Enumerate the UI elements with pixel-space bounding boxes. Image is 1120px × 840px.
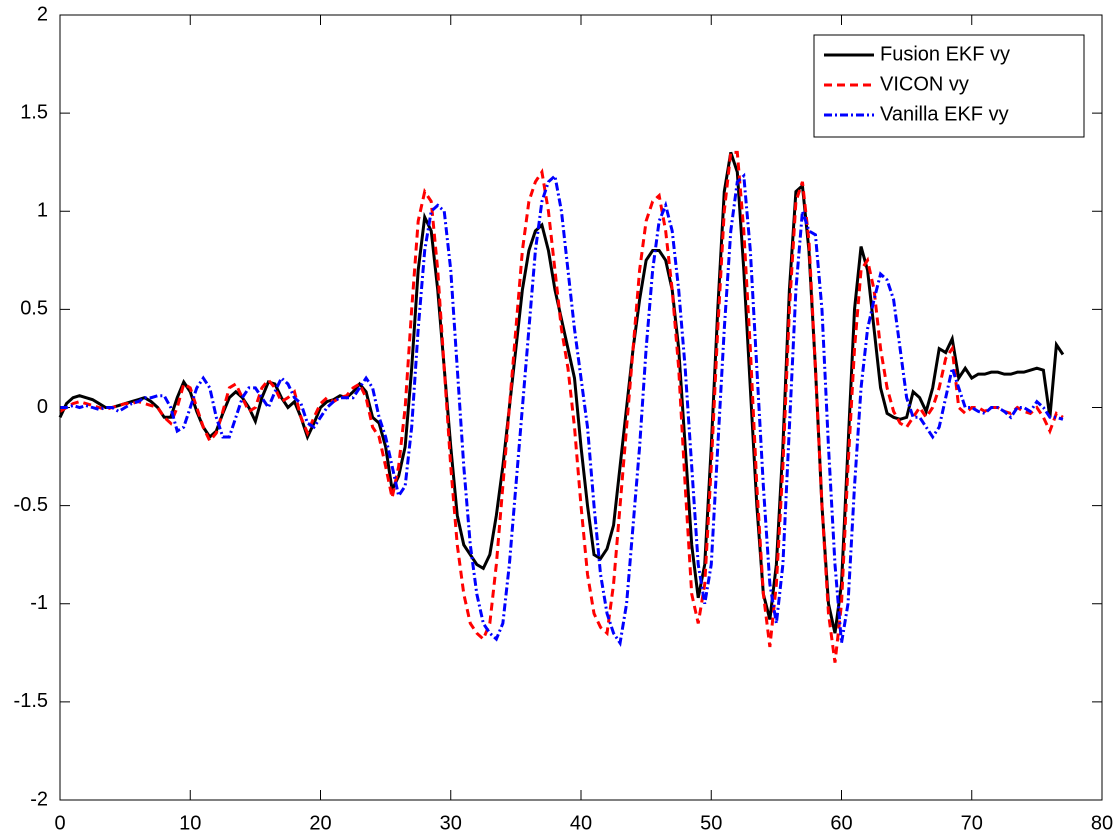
series-line xyxy=(59,150,1064,663)
x-tick-label: 50 xyxy=(700,812,722,834)
y-tick-label: 0.5 xyxy=(20,298,48,320)
y-tick-label: 0 xyxy=(37,396,48,418)
x-tick-label: 40 xyxy=(570,812,592,834)
y-tick-label: -1 xyxy=(30,592,48,614)
x-tick-label: 80 xyxy=(1091,812,1113,834)
legend-label: Fusion EKF vy xyxy=(880,43,1010,65)
plot-frame xyxy=(59,14,1103,801)
legend-label: VICON vy xyxy=(880,73,969,95)
y-tick-label: -1.5 xyxy=(14,690,48,712)
y-tick-label: 1 xyxy=(37,200,48,222)
x-tick-label: 0 xyxy=(54,812,65,834)
y-tick-label: 1.5 xyxy=(20,101,48,123)
x-tick-label: 60 xyxy=(830,812,852,834)
x-tick-label: 70 xyxy=(961,812,983,834)
x-tick-label: 20 xyxy=(309,812,331,834)
legend-box xyxy=(813,34,1085,138)
x-tick-label: 30 xyxy=(440,812,462,834)
x-tick-label: 10 xyxy=(179,812,201,834)
y-tick-label: -2 xyxy=(30,788,48,810)
legend-label: Vanilla EKF vy xyxy=(880,103,1009,125)
y-tick-label: -0.5 xyxy=(14,494,48,516)
y-tick-label: 2 xyxy=(37,3,48,25)
series-line xyxy=(60,172,1064,648)
